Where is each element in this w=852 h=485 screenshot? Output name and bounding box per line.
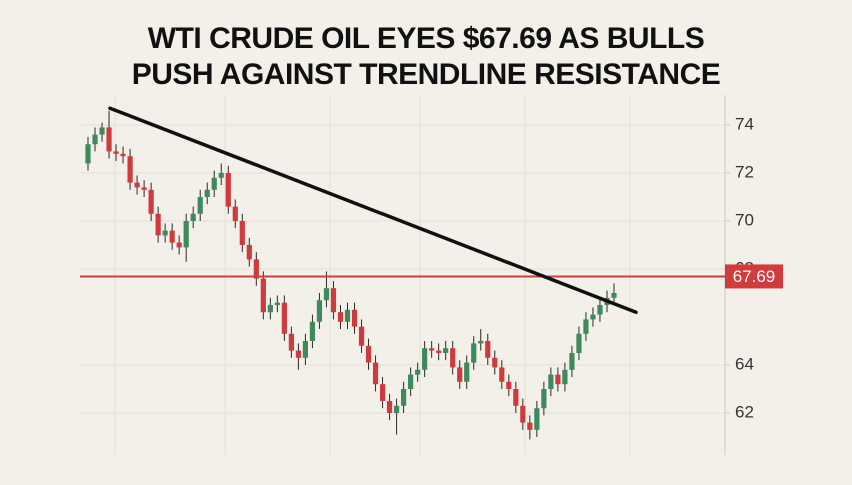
candle-body — [162, 230, 168, 236]
candle-body — [611, 293, 617, 298]
candle-body — [309, 321, 316, 341]
candle-body — [548, 374, 554, 389]
candle-body — [358, 326, 365, 346]
candle-body — [155, 213, 161, 236]
candle-body — [569, 353, 575, 370]
candle-body — [351, 309, 358, 327]
y-tick-label: 64 — [735, 354, 754, 373]
y-tick-label: 72 — [735, 162, 754, 181]
candle-body — [344, 309, 351, 322]
candle-body — [401, 389, 407, 406]
candle-body — [113, 151, 119, 154]
candle-body — [337, 312, 344, 322]
candle-body — [457, 367, 463, 382]
candle-body — [190, 213, 196, 221]
candle-body — [372, 362, 379, 385]
candle-body — [260, 278, 266, 313]
candle-body — [225, 173, 231, 207]
candle-body — [127, 156, 133, 183]
candle-body — [464, 362, 470, 382]
candle-body — [527, 422, 533, 430]
y-tick-label: 74 — [735, 114, 754, 133]
candle-body — [429, 348, 435, 351]
candle-body — [316, 300, 323, 322]
candle-body — [379, 384, 386, 401]
candle-body — [295, 350, 301, 358]
candle-body — [246, 245, 252, 260]
candle-body — [583, 319, 589, 334]
candle-body — [590, 314, 596, 320]
candle-body — [120, 153, 126, 157]
candle-body — [576, 333, 582, 353]
candle-body — [541, 389, 547, 409]
candle-body — [92, 134, 98, 145]
candle-body — [239, 221, 245, 245]
candle-body — [281, 302, 287, 334]
candle-body — [134, 182, 140, 188]
candle-body — [386, 401, 393, 413]
candle-body — [443, 348, 449, 353]
candle-body — [492, 357, 498, 368]
candle-body — [288, 333, 294, 351]
candle-body — [422, 348, 428, 370]
level-label: 67.69 — [733, 267, 776, 286]
y-tick-label: 70 — [735, 210, 754, 229]
candle-body — [106, 127, 112, 152]
candle-body — [211, 177, 217, 190]
candle-body — [274, 302, 280, 305]
candle-body — [534, 408, 540, 430]
candle-body — [471, 343, 477, 363]
candle-body — [415, 369, 421, 375]
candle-body — [436, 350, 442, 353]
candle-body — [141, 187, 147, 190]
candle-body — [232, 206, 238, 221]
candle-body — [197, 197, 203, 214]
candle-body — [393, 405, 400, 413]
level-label-box — [725, 264, 783, 289]
candle-body — [183, 221, 189, 248]
chart-title: WTI CRUDE OIL EYES $67.69 AS BULLS — [148, 22, 704, 55]
candle-body — [176, 242, 182, 248]
candle-body — [513, 389, 519, 406]
candle-body — [478, 341, 484, 344]
chart-title: PUSH AGAINST TRENDLINE RESISTANCE — [132, 58, 721, 91]
candle-body — [562, 369, 568, 385]
candle-body — [85, 144, 91, 164]
candle-body — [169, 230, 175, 243]
candle-body — [99, 127, 105, 135]
candle-body — [555, 374, 561, 385]
candle-body — [499, 367, 505, 382]
vertical-grid — [114, 95, 631, 455]
candle-body — [330, 288, 337, 313]
candle-body — [267, 305, 273, 313]
trendline — [108, 106, 638, 314]
candle-body — [520, 405, 526, 423]
candle-body — [323, 288, 330, 301]
candle-body — [148, 189, 154, 214]
candle-body — [302, 341, 309, 358]
y-tick-label: 62 — [735, 402, 754, 421]
candle-body — [450, 348, 456, 368]
candle-body — [253, 259, 259, 279]
candle-body — [204, 189, 210, 197]
candle-body — [485, 341, 491, 358]
candle-body — [365, 345, 372, 363]
candle-body — [408, 374, 414, 389]
candle-body — [506, 381, 512, 389]
candle-body — [218, 173, 224, 178]
candle-body — [597, 305, 603, 315]
